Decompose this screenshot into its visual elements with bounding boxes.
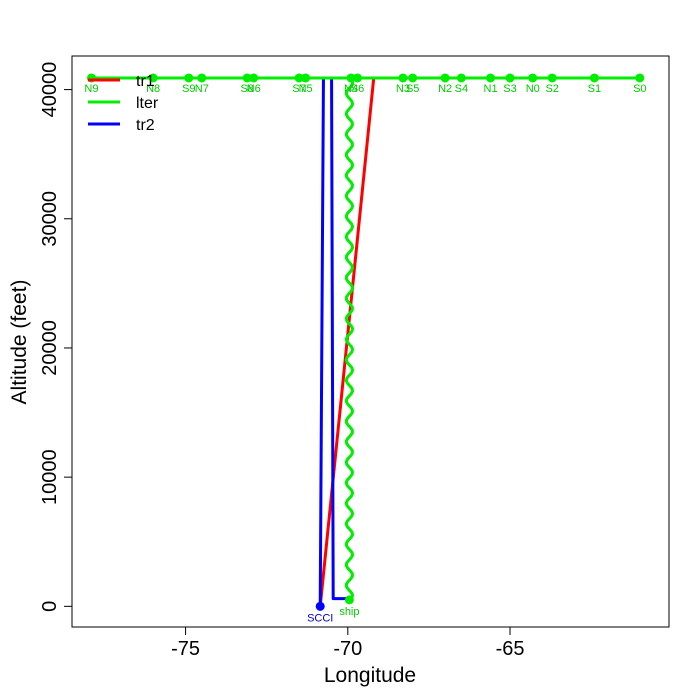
special-point-marker: [315, 601, 325, 611]
waypoint-marker: [589, 73, 599, 83]
waypoint-marker: [242, 73, 252, 83]
plot-frame: [71, 55, 670, 628]
series-line-tr2: [318, 76, 347, 607]
waypoint-label: S2: [545, 83, 558, 95]
series-line-lter: [344, 76, 355, 602]
waypoint-label: N2: [438, 83, 452, 95]
special-point-marker: [344, 595, 354, 605]
waypoint-label: N9: [84, 83, 98, 95]
waypoint-label: S4: [455, 83, 468, 95]
waypoint-marker: [249, 73, 259, 83]
x-tick-label: -75: [171, 638, 200, 660]
waypoint-label: S6: [351, 83, 364, 95]
y-tick-label: 0: [39, 601, 61, 612]
waypoint-marker: [301, 73, 311, 83]
y-tick-label: 10000: [39, 449, 61, 505]
waypoint-marker: [486, 73, 496, 83]
waypoint-label: S0: [633, 83, 646, 95]
waypoint-marker: [197, 73, 207, 83]
x-axis-title: Longitude: [324, 664, 416, 687]
waypoint-marker: [346, 73, 356, 83]
y-tick-label: 40000: [39, 62, 61, 118]
waypoint-label: N7: [195, 83, 209, 95]
series-layer: [88, 76, 640, 607]
waypoint-label: S7: [292, 83, 305, 95]
waypoint-label: N4: [344, 83, 358, 95]
x-tick-label: -65: [496, 638, 525, 660]
y-axis: 0 10000 20000 30000 40000: [39, 62, 72, 612]
waypoint-label: N5: [299, 83, 313, 95]
waypoint-marker: [408, 73, 418, 83]
waypoint-marker: [635, 73, 645, 83]
waypoint-marker: [294, 73, 304, 83]
waypoint-marker: [353, 73, 363, 83]
waypoint-marker: [184, 73, 194, 83]
waypoint-label: N3: [396, 83, 410, 95]
waypoint-label: N6: [247, 83, 261, 95]
legend-label: tr1: [136, 73, 155, 90]
waypoint-label: S9: [182, 83, 195, 95]
legend-label: lter: [136, 95, 159, 112]
y-axis-title: Altitude (feet): [8, 280, 31, 405]
waypoint-marker: [456, 73, 466, 83]
special-point-label: ship: [339, 606, 359, 618]
waypoint-label: S5: [406, 83, 419, 95]
x-axis: -75 -70 -65: [171, 627, 524, 660]
waypoint-label: N1: [484, 83, 498, 95]
waypoint-marker: [528, 73, 538, 83]
waypoint-label: S3: [503, 83, 516, 95]
waypoint-marker: [440, 73, 450, 83]
x-tick-label: -70: [333, 638, 362, 660]
y-tick-label: 30000: [39, 191, 61, 247]
y-tick-label: 20000: [39, 320, 61, 376]
waypoint-marker: [148, 73, 158, 83]
legend: tr1 lter tr2: [88, 73, 159, 134]
waypoint-marker: [547, 73, 557, 83]
waypoint-label: N0: [526, 83, 540, 95]
waypoint-label: S8: [240, 83, 253, 95]
special-point-label: SCCI: [307, 612, 333, 624]
waypoint-label: N8: [146, 83, 160, 95]
legend-label: tr2: [136, 117, 155, 134]
waypoint-label: S1: [588, 83, 601, 95]
waypoint-marker: [505, 73, 515, 83]
waypoint-marker: [398, 73, 408, 83]
